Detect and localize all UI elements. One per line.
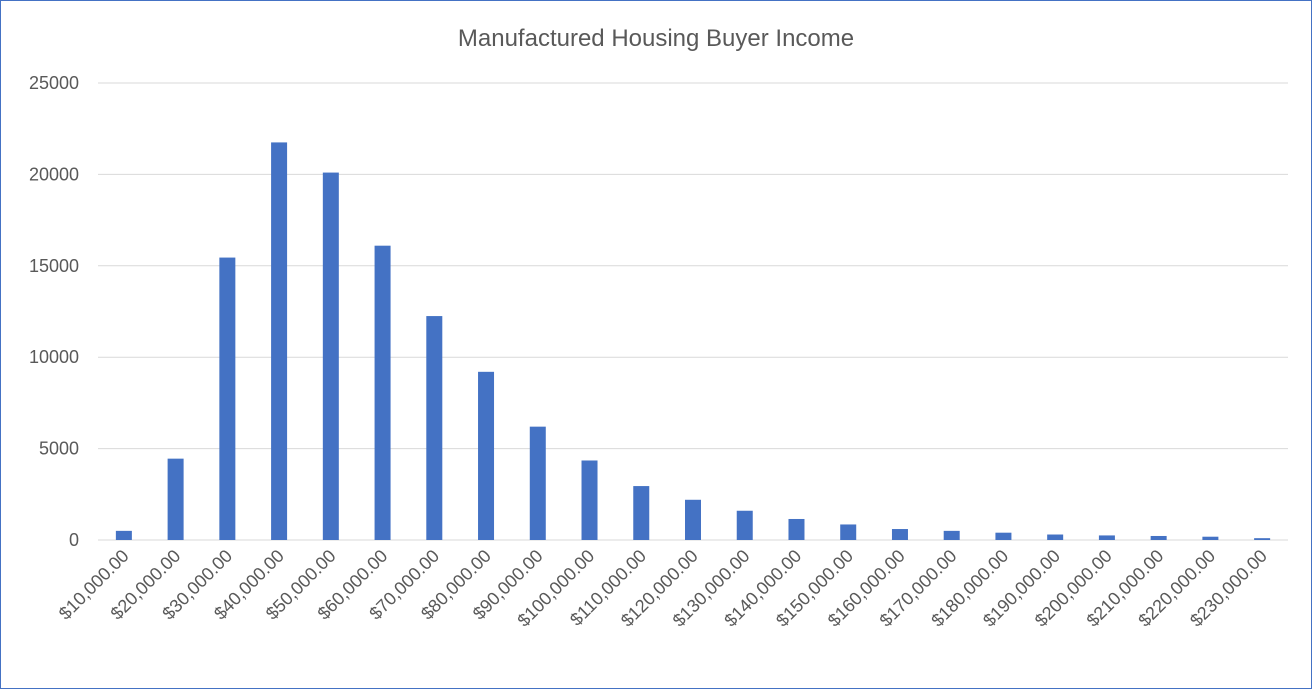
bar — [943, 530, 960, 540]
bar — [478, 371, 495, 540]
bar — [1150, 535, 1167, 540]
gridlines — [98, 82, 1288, 541]
bar — [1202, 536, 1219, 540]
bar — [1098, 535, 1115, 540]
bar — [736, 510, 753, 540]
bar — [633, 486, 650, 540]
chart-title: Manufactured Housing Buyer Income — [458, 25, 854, 52]
bar — [167, 458, 184, 540]
bar — [115, 530, 132, 540]
y-tick-label: 10000 — [29, 347, 79, 367]
bars — [115, 142, 1271, 540]
bar — [891, 529, 908, 540]
y-tick-label: 25000 — [29, 73, 79, 93]
bar — [685, 499, 701, 540]
bar — [840, 524, 857, 540]
y-tick-label: 20000 — [29, 164, 79, 184]
bar — [995, 532, 1012, 540]
y-tick-label: 0 — [69, 530, 79, 550]
y-tick-label: 15000 — [29, 256, 79, 276]
bar — [219, 257, 236, 540]
bar — [374, 245, 391, 540]
bar — [1254, 538, 1271, 540]
bar — [426, 316, 443, 540]
y-axis-tick-labels: 0 5000 10000 15000 20000 25000 — [29, 73, 79, 550]
bar — [581, 460, 598, 540]
bar — [1047, 534, 1064, 540]
bar — [788, 518, 805, 540]
bar — [271, 142, 288, 540]
bar — [529, 426, 546, 540]
x-axis-tick-labels: $10,000.00$20,000.00$30,000.00$40,000.00… — [55, 546, 1271, 631]
y-tick-label: 5000 — [39, 439, 79, 459]
bar — [322, 172, 339, 540]
